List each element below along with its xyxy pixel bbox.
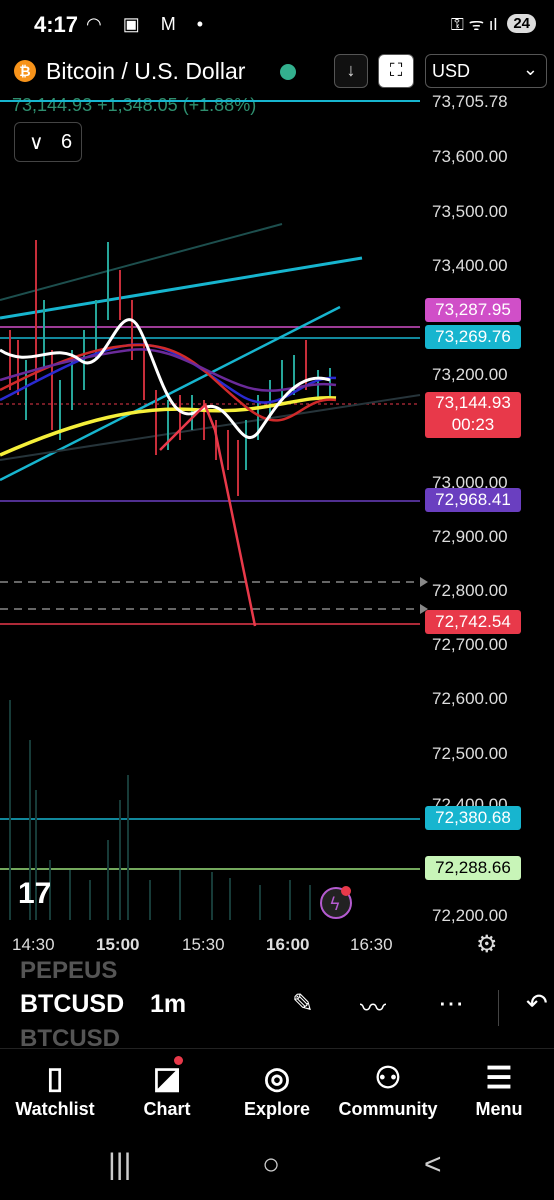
ma-yellow: [0, 395, 337, 457]
home-icon[interactable]: ○: [262, 1148, 281, 1181]
price-badge-pink: 73,287.95: [425, 298, 521, 322]
system-icons: ⚿ ᯤ ıl 24: [451, 12, 536, 35]
notification-dot: [341, 886, 351, 896]
ma-blue: [0, 343, 337, 404]
price-badge-cyan-low: 72,380.68: [425, 806, 521, 830]
status-bar: 4:17 ◠ ▣ M • ⚿ ᯤ ıl 24: [0, 0, 554, 50]
download-button[interactable]: ↓: [334, 54, 368, 88]
axis-label: 73,200.00: [432, 365, 508, 384]
axis-label: 72,500.00: [432, 744, 508, 763]
time-label: 15:30: [182, 935, 225, 954]
axis-label: 73,400.00: [432, 256, 508, 275]
fullscreen-icon: ⛶: [389, 60, 403, 80]
fullscreen-button[interactable]: ⛶: [378, 54, 414, 88]
draw-icon[interactable]: ✎: [292, 988, 314, 1018]
drawn-line-red: [159, 402, 257, 627]
symbol-selector[interactable]: BTCUSD: [20, 990, 125, 1018]
people-icon: ⚇: [374, 1062, 402, 1095]
more-icon[interactable]: ⋯: [438, 988, 464, 1018]
timeframe-selector[interactable]: 1m: [150, 990, 187, 1018]
chevron-down-icon: ∨: [29, 132, 44, 154]
bitcoin-icon: ₿: [14, 60, 36, 82]
axis-label: 72,900.00: [432, 527, 508, 546]
tab-label: Chart: [143, 1099, 191, 1119]
trend-line-faint: [0, 223, 283, 301]
tab-label: Watchlist: [15, 1099, 95, 1119]
ma-white: [0, 318, 331, 440]
trend-line-upper: [0, 256, 363, 320]
axis-label: 72,600.00: [432, 689, 508, 708]
price-badge-cyan: 73,269.76: [425, 325, 521, 349]
notification-dot: [174, 1056, 183, 1065]
tab-label: Explore: [243, 1099, 311, 1119]
trendline-icon[interactable]: 〰: [360, 993, 387, 1023]
axis-label-partial-top: 73,705.78: [432, 92, 508, 111]
time-label: 15:00: [96, 935, 139, 954]
last-price-value: 73,144.93: [435, 393, 511, 412]
tab-chart[interactable]: ◪ Chart: [122, 1059, 212, 1120]
flash-icon: [320, 887, 352, 919]
axis-label: 73,500.00: [432, 202, 508, 221]
time-label: 16:00: [266, 935, 309, 954]
time-label: 14:30: [12, 935, 55, 954]
indicator-count: 6: [61, 131, 73, 153]
bookmark-icon: ▯: [46, 1062, 64, 1095]
price-badge-red: 72,742.54: [425, 610, 521, 634]
clock: 4:17: [34, 12, 79, 37]
price-badge-purple: 72,968.41: [425, 488, 521, 512]
chart-icon: ◪: [152, 1062, 182, 1095]
signal-icons: ⚿ ᯤ ıl: [450, 15, 498, 34]
axis-label: 73,600.00: [432, 147, 508, 166]
time-label: 16:30: [350, 935, 393, 954]
tab-community[interactable]: ⚇ Community: [336, 1059, 440, 1120]
tab-label: Menu: [475, 1099, 523, 1119]
trend-line-faint-2: [0, 394, 421, 461]
battery-indicator: 24: [507, 14, 536, 33]
volume-bars: [9, 700, 311, 920]
menu-icon: ☰: [485, 1062, 513, 1095]
currency-value: USD: [432, 61, 471, 81]
axis-label: 72,700.00: [432, 635, 508, 654]
gear-icon: ⚙: [476, 930, 498, 958]
bar-countdown: 00:23: [451, 415, 495, 434]
tradingview-logo: 17: [18, 877, 51, 910]
handle-icon: [420, 604, 428, 614]
tab-menu[interactable]: ☰ Menu: [454, 1059, 544, 1120]
notification-icons: ◠ ▣ M •: [86, 14, 212, 34]
bottom-tab-bar: ▯ Watchlist ◪ Chart ◎ Explore ⚇ Communit…: [0, 1048, 554, 1135]
back-icon[interactable]: <: [424, 1148, 442, 1181]
system-nav-bar: ||| ○ <: [0, 1138, 554, 1200]
chevron-down-icon: ⌄: [522, 59, 538, 79]
tab-watchlist[interactable]: ▯ Watchlist: [10, 1059, 100, 1120]
download-icon: ↓: [346, 60, 356, 80]
handle-icon: [420, 577, 428, 587]
axis-label: 72,800.00: [432, 581, 508, 600]
axis-label: 72,200.00: [432, 906, 508, 925]
axis-label: 73,000.00: [432, 473, 508, 492]
compass-icon: ◎: [263, 1062, 291, 1095]
recent-apps-icon[interactable]: |||: [108, 1148, 132, 1181]
candles: [9, 240, 331, 496]
chart-header: ₿ Bitcoin / U.S. Dollar ↓ ⛶ USD ⌄: [0, 50, 554, 94]
flash-icon-glyph: ϟ: [329, 894, 341, 915]
currency-select[interactable]: USD ⌄: [425, 54, 547, 88]
price-badge-green: 72,288.66: [425, 856, 521, 880]
symbol-list-ghost: PEPEUS: [20, 957, 118, 984]
symbol-list-ghost: BTCUSD: [20, 1025, 120, 1052]
tab-explore[interactable]: ◎ Explore: [232, 1059, 322, 1120]
symbol-title[interactable]: Bitcoin / U.S. Dollar: [46, 58, 246, 84]
undo-icon[interactable]: ↶: [526, 988, 548, 1018]
tab-label: Community: [338, 1099, 438, 1119]
market-status-dot: [280, 64, 296, 80]
last-price-badge: 73,144.93 00:23: [425, 392, 521, 438]
ma-purple: [0, 348, 337, 392]
divider: [498, 990, 499, 1026]
indicators-toggle[interactable]: ∨ 6: [14, 122, 82, 162]
